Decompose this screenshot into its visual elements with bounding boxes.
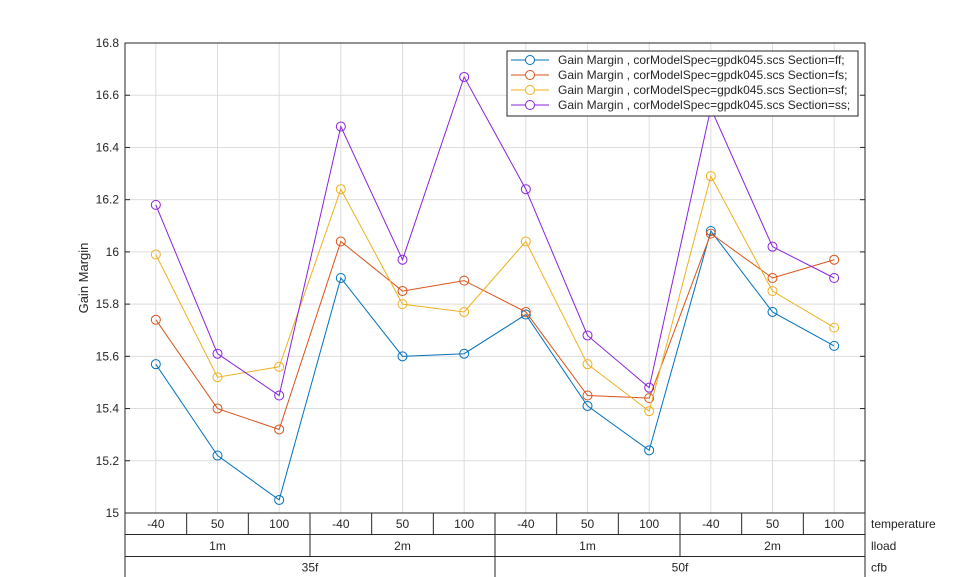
x-tick-label-temperature: 100 xyxy=(269,517,289,531)
data-point xyxy=(705,171,716,182)
x-tick-label-temperature: 100 xyxy=(639,517,659,531)
x-level-label: lload xyxy=(871,539,896,553)
data-point xyxy=(644,445,655,456)
x-tick-label-lload: 2m xyxy=(764,539,781,553)
data-point xyxy=(212,450,223,461)
data-point xyxy=(705,226,716,236)
data-point xyxy=(767,241,778,252)
data-point xyxy=(212,403,223,414)
legend-marker xyxy=(525,100,535,110)
x-tick-label-temperature: 50 xyxy=(211,517,225,531)
data-point xyxy=(397,351,408,362)
legend-label: Gain Margin , corModelSpec=gpdk045.scs S… xyxy=(558,83,848,97)
x-tick-label-temperature: 100 xyxy=(454,517,474,531)
data-point xyxy=(459,71,470,82)
data-point xyxy=(335,273,346,283)
data-point xyxy=(520,309,531,320)
data-point xyxy=(459,306,470,317)
data-point xyxy=(767,306,778,317)
y-tick-label: 16 xyxy=(106,245,120,259)
y-tick-label: 16.2 xyxy=(96,193,120,207)
data-point xyxy=(644,393,655,404)
data-point xyxy=(397,299,408,310)
data-point xyxy=(644,382,655,393)
data-point xyxy=(459,348,470,359)
legend-label: Gain Margin , corModelSpec=gpdk045.scs S… xyxy=(558,53,845,67)
legend-label: Gain Margin , corModelSpec=gpdk045.scs S… xyxy=(558,98,850,112)
data-point xyxy=(274,424,285,435)
data-point xyxy=(705,228,716,239)
x-tick-label-temperature: 100 xyxy=(824,517,844,531)
data-point xyxy=(582,330,593,341)
x-tick-label-temperature: -40 xyxy=(517,517,535,531)
legend-label: Gain Margin , corModelSpec=gpdk045.scs S… xyxy=(558,68,848,82)
x-tick-label-lload: 2m xyxy=(394,539,411,553)
data-point xyxy=(829,322,840,333)
series-line-1 xyxy=(155,232,835,431)
data-point xyxy=(274,494,285,505)
data-point xyxy=(767,273,778,283)
x-tick-label-cfb: 50f xyxy=(672,561,689,575)
y-tick-label: 15.8 xyxy=(96,297,120,311)
data-point xyxy=(829,273,840,283)
data-point xyxy=(829,254,840,265)
y-tick-label: 16.4 xyxy=(96,140,120,154)
y-tick-label: 15.4 xyxy=(96,402,120,416)
data-point xyxy=(212,372,223,383)
x-tick-label-temperature: -40 xyxy=(147,517,165,531)
data-point xyxy=(335,121,346,132)
data-point xyxy=(582,390,593,401)
data-point xyxy=(335,236,346,247)
data-point xyxy=(520,236,531,247)
legend-marker xyxy=(525,55,535,65)
data-point xyxy=(644,406,655,417)
y-tick-label: 15.2 xyxy=(96,454,120,468)
y-axis-label: Gain Margin xyxy=(76,243,91,314)
data-point xyxy=(582,359,593,370)
x-tick-label-temperature: 50 xyxy=(581,517,595,531)
x-tick-label-temperature: -40 xyxy=(332,517,350,531)
series-line-0 xyxy=(155,229,835,501)
series-line-3 xyxy=(155,75,835,397)
x-tick-label-temperature: 50 xyxy=(396,517,410,531)
x-tick-label-lload: 1m xyxy=(209,539,226,553)
y-tick-label: 15.6 xyxy=(96,349,120,363)
legend-marker xyxy=(525,70,535,80)
legend-box xyxy=(506,50,859,117)
x-level-label: cfb xyxy=(871,561,887,575)
x-tick-label-temperature: 50 xyxy=(766,517,780,531)
x-tick-label-temperature: -40 xyxy=(702,517,720,531)
data-point xyxy=(397,286,408,297)
data-point xyxy=(520,184,531,195)
y-tick-label: 16.8 xyxy=(96,36,120,50)
data-point xyxy=(582,400,593,411)
data-point xyxy=(767,286,778,297)
series-line-2 xyxy=(155,174,835,413)
data-point xyxy=(459,275,470,286)
data-point xyxy=(520,306,531,317)
data-point xyxy=(397,254,408,265)
data-point xyxy=(274,390,285,401)
data-point xyxy=(335,184,346,195)
data-point xyxy=(150,359,161,370)
legend-marker xyxy=(525,85,535,95)
data-point xyxy=(212,348,223,359)
data-point xyxy=(150,199,161,210)
data-point xyxy=(274,361,285,372)
x-level-label: temperature xyxy=(871,517,936,531)
data-point xyxy=(150,249,161,260)
data-point xyxy=(829,340,840,351)
x-tick-label-lload: 1m xyxy=(579,539,596,553)
data-point xyxy=(150,314,161,325)
y-tick-label: 16.6 xyxy=(96,88,120,102)
x-tick-label-cfb: 35f xyxy=(302,561,319,575)
y-tick-label: 15 xyxy=(106,506,120,520)
